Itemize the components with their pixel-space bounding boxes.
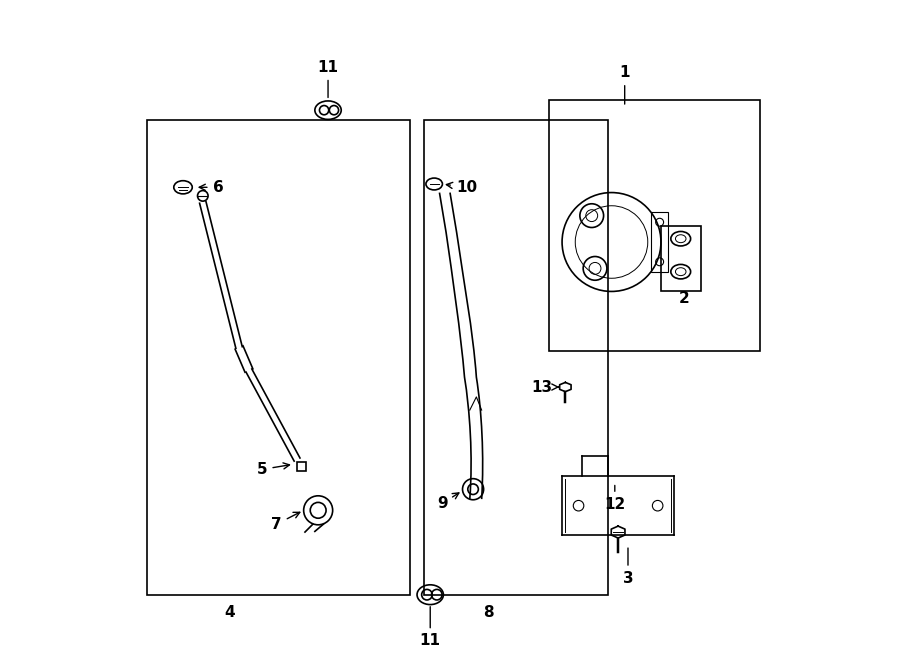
Bar [661,226,700,291]
Bar [651,213,668,271]
Text: 6: 6 [199,180,223,195]
Text: 8: 8 [483,605,493,620]
Text: 4: 4 [224,605,235,620]
Text: 3: 3 [623,548,634,586]
Text: 10: 10 [446,180,477,195]
Bar [549,100,760,351]
Text: 11: 11 [318,60,338,97]
Text: 11: 11 [419,606,441,648]
Bar [297,461,306,471]
Text: 13: 13 [532,379,559,395]
Text: 9: 9 [436,493,459,511]
Text: 2: 2 [679,291,689,306]
Bar [147,120,410,594]
Text: 1: 1 [619,65,630,104]
Text: 7: 7 [271,512,300,532]
Text: 12: 12 [604,485,626,512]
Bar [424,120,608,594]
Text: 5: 5 [256,462,290,477]
